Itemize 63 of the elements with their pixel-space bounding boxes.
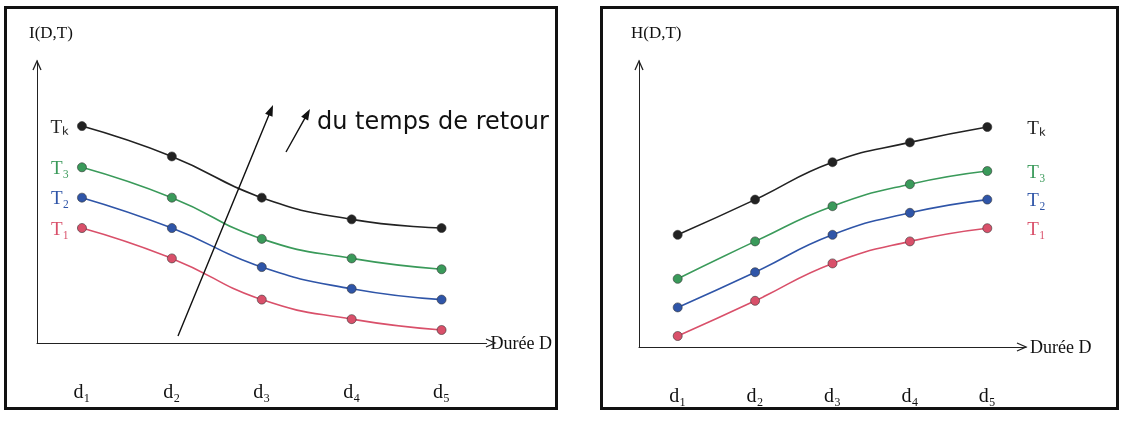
point [256, 234, 267, 244]
point [982, 166, 993, 176]
series-label: Tₖ [1027, 116, 1046, 138]
point [436, 264, 447, 275]
y-axis-title: I(D,T) [29, 23, 73, 42]
annotation: du temps de retour [317, 107, 550, 135]
series-label: T₂ [1027, 189, 1046, 211]
point [256, 192, 267, 203]
point [346, 253, 357, 264]
point [346, 314, 357, 324]
point [672, 274, 683, 284]
series-label: T₁ [50, 217, 70, 239]
point [436, 294, 447, 305]
point [827, 201, 838, 211]
point [167, 223, 177, 233]
point [167, 192, 177, 203]
x-axis-title: Durée D [1030, 337, 1092, 357]
point [256, 294, 267, 305]
series-label: T₂ [50, 187, 70, 209]
series-label: T₃ [50, 156, 70, 178]
x-tick-label: d₁ [669, 384, 687, 406]
x-axis-title: Durée D [490, 333, 553, 353]
point [905, 137, 915, 148]
point [436, 325, 447, 335]
point [905, 208, 915, 218]
point [672, 302, 683, 313]
x-tick-label: d₁ [73, 380, 91, 402]
x-tick-label: d₄ [343, 380, 361, 402]
point [750, 296, 760, 306]
point [750, 194, 760, 205]
point [77, 121, 87, 131]
point [77, 162, 87, 173]
point [827, 157, 838, 167]
point [672, 331, 683, 341]
point [167, 253, 177, 264]
point [982, 194, 993, 205]
point [827, 258, 838, 269]
point [905, 236, 915, 247]
point [77, 223, 87, 233]
point [77, 192, 87, 203]
point [167, 151, 177, 162]
point [750, 267, 760, 277]
point [982, 223, 993, 233]
point [436, 223, 447, 233]
x-tick-label: d₂ [746, 384, 764, 406]
series-label: Tₖ [50, 115, 70, 137]
x-tick-label: d₃ [253, 380, 271, 402]
x-tick-label: d₅ [978, 384, 996, 406]
point [827, 230, 838, 240]
series-label: T₃ [1027, 160, 1046, 182]
x-tick-label: d₂ [163, 380, 181, 402]
point [982, 122, 993, 132]
series-label: T₁ [1027, 217, 1046, 239]
point [256, 262, 267, 272]
point [905, 179, 915, 189]
y-axis-title: H(D,T) [631, 23, 682, 42]
point [672, 230, 683, 240]
x-tick-label: d₃ [824, 384, 841, 406]
point [346, 214, 357, 225]
x-tick-label: d₅ [433, 380, 451, 402]
point [346, 283, 357, 294]
x-tick-label: d₄ [901, 384, 919, 406]
point [750, 236, 760, 247]
